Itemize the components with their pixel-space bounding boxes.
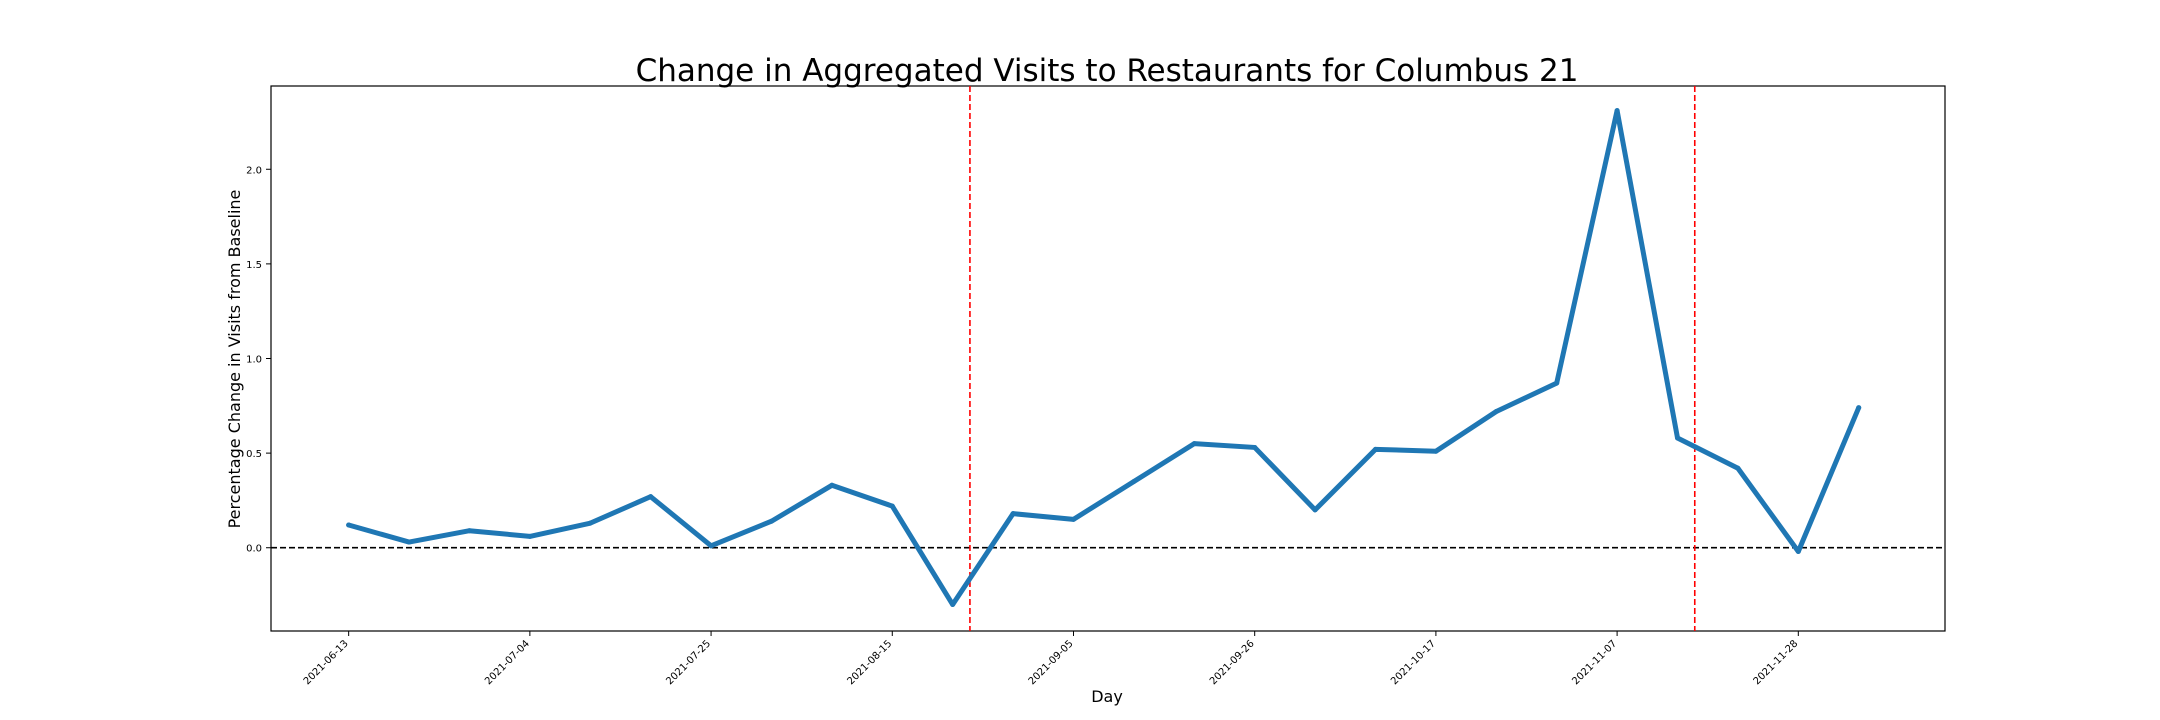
data-point bbox=[406, 539, 412, 545]
data-point bbox=[1433, 448, 1439, 454]
y-tick-label: 1.5 bbox=[246, 260, 262, 271]
x-tick-label: 2021-08-15 bbox=[846, 638, 895, 687]
x-tick-label: 2021-11-28 bbox=[1752, 638, 1801, 687]
data-point bbox=[466, 528, 472, 534]
y-tick-label: 0.0 bbox=[246, 544, 262, 555]
data-point bbox=[1795, 549, 1801, 555]
y-tick-label: 2.0 bbox=[246, 165, 262, 176]
data-point bbox=[346, 522, 352, 528]
data-point bbox=[768, 518, 774, 524]
data-point bbox=[1070, 516, 1076, 522]
series-points bbox=[346, 108, 1862, 608]
data-point bbox=[1010, 511, 1016, 517]
y-axis-ticks: 0.0 0.5 1.0 1.5 2.0 bbox=[246, 165, 271, 555]
data-point bbox=[587, 520, 593, 526]
data-point bbox=[1372, 446, 1378, 452]
x-tick-label: 2021-11-07 bbox=[1570, 638, 1619, 687]
y-tick-label: 1.0 bbox=[246, 355, 262, 366]
x-tick-label: 2021-09-26 bbox=[1208, 638, 1257, 687]
x-tick-label: 2021-07-04 bbox=[483, 638, 532, 687]
data-point bbox=[1191, 441, 1197, 447]
data-point bbox=[527, 533, 533, 539]
y-tick-label: 0.5 bbox=[246, 449, 262, 460]
x-tick-label: 2021-10-17 bbox=[1389, 638, 1438, 687]
data-point bbox=[648, 494, 654, 500]
x-axis-label: Day bbox=[1091, 687, 1123, 706]
reference-lines bbox=[271, 86, 1945, 631]
data-point bbox=[708, 543, 714, 549]
series-line bbox=[346, 108, 1862, 608]
y-axis-label: Percentage Change in Visits from Baselin… bbox=[225, 190, 244, 529]
data-point bbox=[1856, 405, 1862, 411]
data-point bbox=[950, 602, 956, 608]
x-axis-ticks: 2021-06-13 2021-07-04 2021-07-25 2021-08-15… bbox=[302, 631, 1801, 687]
data-point bbox=[829, 482, 835, 488]
data-point bbox=[1735, 465, 1741, 471]
data-point bbox=[1131, 479, 1137, 485]
x-tick-label: 2021-07-25 bbox=[664, 638, 713, 687]
data-point bbox=[1614, 108, 1620, 114]
data-point bbox=[1554, 380, 1560, 386]
data-point bbox=[1312, 507, 1318, 513]
plot-frame bbox=[270, 85, 1946, 632]
x-tick-label: 2021-06-13 bbox=[302, 638, 351, 687]
chart-title: Change in Aggregated Visits to Restauran… bbox=[636, 53, 1579, 89]
data-point bbox=[1675, 435, 1681, 441]
data-point bbox=[1493, 408, 1499, 414]
x-tick-label: 2021-09-05 bbox=[1027, 638, 1076, 687]
data-point bbox=[889, 503, 895, 509]
data-point bbox=[1252, 444, 1258, 450]
